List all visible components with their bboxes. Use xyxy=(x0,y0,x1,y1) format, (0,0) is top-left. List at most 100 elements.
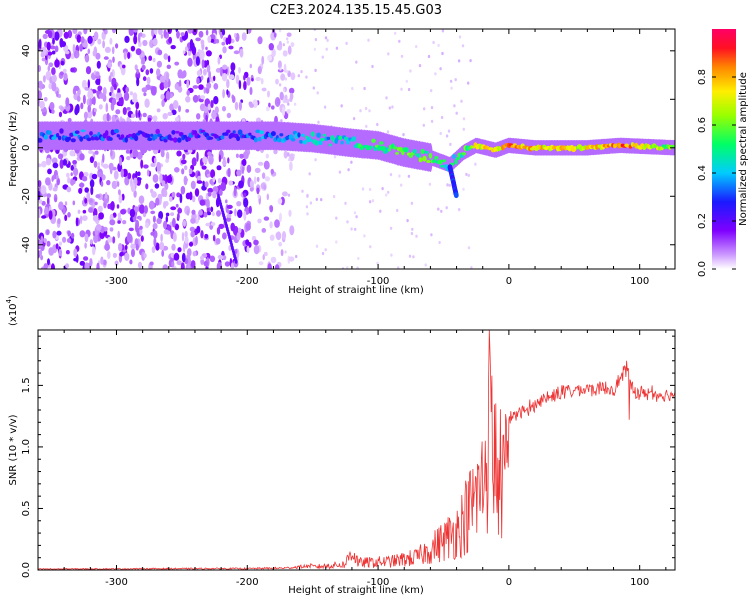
spectrogram-noise-blob xyxy=(283,63,287,73)
spectrogram-noise-blob xyxy=(367,38,370,42)
spectrogram-noise-blob xyxy=(110,201,115,211)
spectrogram-noise-blob xyxy=(278,83,282,87)
spectrogram-signal-point xyxy=(47,130,52,136)
spectrogram-signal-point xyxy=(424,150,429,154)
spectrogram-noise-blob xyxy=(446,183,449,187)
spectrogram-noise-blob xyxy=(363,86,366,91)
spectrogram-noise-blob xyxy=(192,251,197,257)
spectrogram-noise-blob xyxy=(180,32,185,37)
spectrogram-noise-blob xyxy=(152,215,156,223)
spectrogram-noise-blob xyxy=(60,60,65,66)
spectrogram-noise-blob xyxy=(177,86,183,93)
spectrogram-signal-point xyxy=(432,159,437,163)
spectrogram-noise-blob xyxy=(222,106,226,112)
spectrogram-signal-point xyxy=(229,132,235,138)
spectrogram-noise-blob xyxy=(109,219,116,226)
spectrogram-noise-blob xyxy=(205,198,210,209)
spectrogram-noise-blob xyxy=(124,252,130,261)
spectrogram-signal-point xyxy=(153,133,158,140)
spectrogram-noise-blob xyxy=(117,230,120,239)
spectrogram-noise-blob xyxy=(142,39,148,47)
spectrogram-noise-blob xyxy=(87,35,93,45)
spectrogram-noise-blob xyxy=(63,72,68,81)
spectrogram-noise-blob xyxy=(352,117,356,121)
spectrogram-noise-blob xyxy=(120,209,127,215)
spectrogram-noise-blob xyxy=(465,172,468,176)
spectrogram-noise-blob xyxy=(84,242,87,249)
spectrogram-noise-blob xyxy=(350,227,353,231)
spectrogram-noise-blob xyxy=(91,173,98,180)
spectrogram-noise-blob xyxy=(45,177,51,186)
spectrogram-noise-blob xyxy=(150,162,156,168)
spectrogram-noise-blob xyxy=(278,29,282,33)
spectrogram-noise-blob xyxy=(84,233,89,243)
spectrogram-noise-blob xyxy=(238,101,242,111)
spectrogram-signal-point xyxy=(297,132,301,138)
spectrogram-noise-blob xyxy=(462,127,465,131)
spectrogram-noise-blob xyxy=(438,240,441,245)
spectrogram-noise-blob xyxy=(418,64,422,68)
snr-x-tick-label: -200 xyxy=(236,577,259,588)
spectrogram-noise-blob xyxy=(60,106,65,112)
spectrogram-noise-blob xyxy=(258,261,264,266)
spectrogram-noise-blob xyxy=(144,98,150,108)
spectrogram-noise-blob xyxy=(172,232,177,243)
spectrogram-noise-blob xyxy=(186,90,190,96)
spectrogram-noise-blob xyxy=(145,69,150,76)
spectrogram-signal-point xyxy=(124,136,128,143)
spectrogram-noise-blob xyxy=(249,180,254,188)
spectrogram-noise-blob xyxy=(119,252,124,257)
spectrogram-noise-blob xyxy=(280,119,283,123)
spectrogram-noise-blob xyxy=(113,83,117,91)
spectrogram-noise-blob xyxy=(175,203,179,208)
spectrogram-noise-blob xyxy=(151,29,155,37)
spectrogram-noise-blob xyxy=(261,87,267,92)
spectrogram-noise-blob xyxy=(221,41,226,46)
spectrogram-noise-blob xyxy=(170,252,175,259)
figure-title: C2E3.2024.135.15.45.G03 xyxy=(270,3,442,18)
spectrogram-signal-point xyxy=(57,135,62,141)
spectrogram-signal-point xyxy=(316,132,321,138)
spectrogram-noise-blob xyxy=(236,201,242,207)
spectrogram-noise-blob xyxy=(314,158,317,162)
spectrogram-noise-blob xyxy=(397,266,400,269)
spectrogram-signal-point xyxy=(113,128,120,134)
spectrogram-signal-point xyxy=(461,152,466,156)
spectrogram-noise-blob xyxy=(107,236,113,243)
spectrogram-noise-blob xyxy=(321,55,324,59)
spectrogram-noise-blob xyxy=(226,209,230,214)
spectrogram-noise-blob xyxy=(163,29,167,37)
spectrogram-noise-blob xyxy=(457,59,461,63)
spectrogram-noise-blob xyxy=(67,212,71,218)
spectrogram-noise-blob xyxy=(290,72,296,81)
spectrogram-noise-blob xyxy=(269,205,274,213)
spectrogram-noise-blob xyxy=(47,30,53,39)
spectrogram-noise-blob xyxy=(180,185,186,195)
spectrogram-noise-blob xyxy=(120,168,125,178)
spectrogram-noise-blob xyxy=(283,150,288,159)
spectrogram-noise-blob xyxy=(309,201,313,205)
spectrogram-noise-blob xyxy=(67,230,71,237)
spectrogram-noise-blob xyxy=(138,195,145,204)
spectrogram-noise-blob xyxy=(325,47,328,51)
spectrogram-noise-blob xyxy=(54,45,59,53)
spectrogram-noise-blob xyxy=(422,123,425,127)
snr-y-tick-label: 1.0 xyxy=(21,439,32,455)
spectrogram-noise-blob xyxy=(148,200,155,210)
spectrogram-noise-blob xyxy=(135,71,141,80)
spectrogram-noise-blob xyxy=(263,216,270,221)
spectrogram-noise-blob xyxy=(129,259,133,265)
spectrogram-noise-blob xyxy=(106,180,111,186)
spectrogram-noise-blob xyxy=(202,68,207,76)
spectrogram-noise-blob xyxy=(440,209,443,213)
spectrogram-noise-blob xyxy=(130,45,136,52)
spectrogram-noise-blob xyxy=(469,59,472,63)
spectrogram-noise-blob xyxy=(158,211,164,220)
spectrogram-signal-point xyxy=(226,129,231,134)
spectrogram-noise-blob xyxy=(161,249,165,257)
spectrogram-noise-blob xyxy=(40,185,47,195)
spectrogram-noise-blob xyxy=(287,45,292,55)
spectrogram-noise-blob xyxy=(159,173,163,184)
spectrogram-noise-blob xyxy=(171,243,176,251)
